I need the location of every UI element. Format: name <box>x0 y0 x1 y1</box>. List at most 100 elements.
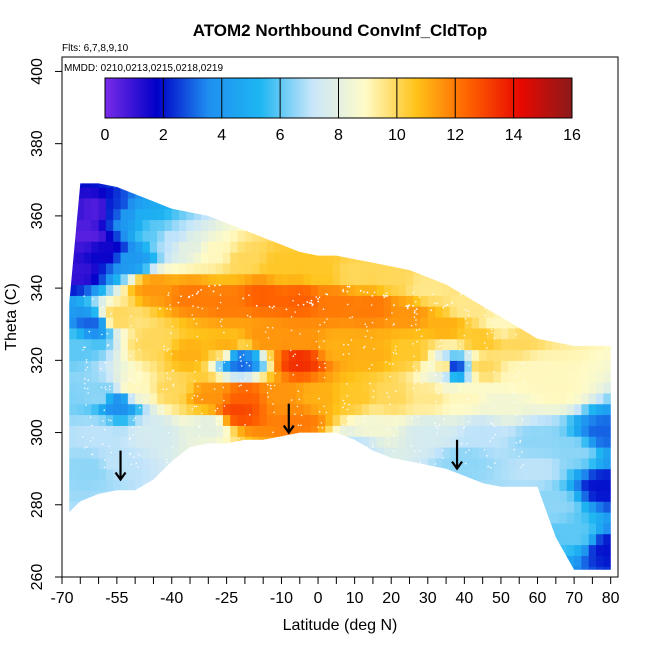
heatmap-cell <box>91 208 100 221</box>
heatmap-cell <box>69 490 70 502</box>
heatmap-cell <box>479 155 487 166</box>
heatmap-cell <box>120 295 129 307</box>
heatmap-cell <box>69 208 70 221</box>
heatmap-cell <box>135 338 144 351</box>
heatmap-cell <box>98 262 107 275</box>
heatmap-cell <box>325 522 334 535</box>
heatmap-cell <box>91 360 100 372</box>
heatmap-cell <box>303 490 312 502</box>
heatmap-cell <box>62 144 70 155</box>
heatmap-cell <box>252 295 261 307</box>
heatmap-cell <box>244 262 253 275</box>
heatmap-cell <box>91 79 99 90</box>
heatmap-cell <box>515 262 524 275</box>
heatmap-cell <box>296 425 305 437</box>
track-dot <box>267 447 270 450</box>
heatmap-cell <box>281 338 290 351</box>
track-dot <box>292 374 295 376</box>
heatmap-cell <box>552 219 561 231</box>
heatmap-cell <box>544 533 553 546</box>
heatmap-cell <box>405 425 414 437</box>
heatmap-cell <box>281 273 290 286</box>
track-dot <box>177 301 180 304</box>
heatmap-cell <box>332 349 341 361</box>
heatmap-cell <box>552 436 561 448</box>
heatmap-cell <box>596 360 604 372</box>
heatmap-cell <box>62 100 70 111</box>
heatmap-cell <box>303 457 312 470</box>
track-dot <box>103 409 106 412</box>
heatmap-cell <box>552 241 561 253</box>
heatmap-cell <box>413 273 422 286</box>
heatmap-cell <box>515 360 524 372</box>
heatmap-cell <box>603 90 611 101</box>
heatmap-cell <box>493 555 502 567</box>
heatmap-cell <box>347 208 356 221</box>
heatmap-cell <box>135 457 144 470</box>
heatmap-cell <box>405 273 414 286</box>
heatmap-cell <box>208 327 217 340</box>
heatmap-cell <box>91 544 100 556</box>
heatmap-cell <box>260 133 268 144</box>
heatmap-cell <box>435 468 444 481</box>
heatmap-cell <box>420 241 429 253</box>
heatmap-cell <box>310 241 319 253</box>
track-dot <box>518 290 520 293</box>
heatmap-cell <box>347 490 356 502</box>
heatmap-cell <box>105 425 114 437</box>
heatmap-cell <box>566 447 575 459</box>
heatmap-cell <box>493 490 502 502</box>
track-dot <box>514 294 516 296</box>
heatmap-cell <box>449 284 458 296</box>
heatmap-cell <box>442 327 451 340</box>
heatmap-cell <box>522 306 531 318</box>
heatmap-cell <box>427 468 436 481</box>
heatmap-cell <box>332 197 341 210</box>
heatmap-cell <box>398 327 407 340</box>
heatmap-cell <box>383 512 392 524</box>
heatmap-cell <box>222 533 231 546</box>
heatmap-cell <box>479 183 487 188</box>
heatmap-cell <box>376 230 385 242</box>
heatmap-cell <box>347 144 355 155</box>
heatmap-cell <box>530 306 539 318</box>
track-dot <box>218 372 221 375</box>
heatmap-cell <box>347 544 356 556</box>
heatmap-cell <box>171 522 180 535</box>
heatmap-cell <box>435 295 444 307</box>
heatmap-cell <box>252 144 260 155</box>
heatmap-cell <box>157 555 166 567</box>
track-dot <box>413 310 416 312</box>
heatmap-cell <box>259 392 268 405</box>
heatmap-cell <box>574 90 582 101</box>
heatmap-cell <box>596 544 604 556</box>
heatmap-cell <box>383 490 392 502</box>
heatmap-cell <box>347 165 355 176</box>
colorbar-tick-label: 0 <box>101 127 110 144</box>
heatmap-cell <box>530 208 539 221</box>
heatmap-cell <box>420 533 429 546</box>
heatmap-cell <box>186 144 194 155</box>
heatmap-cell <box>611 100 619 111</box>
heatmap-cell <box>508 284 517 296</box>
heatmap-cell <box>398 555 407 567</box>
heatmap-cell <box>471 501 480 513</box>
heatmap-cell <box>435 522 444 535</box>
heatmap-cell <box>288 371 297 383</box>
track-dot <box>208 285 211 287</box>
heatmap-cell <box>516 155 524 166</box>
heatmap-cell <box>113 197 122 210</box>
track-dot <box>321 462 324 465</box>
heatmap-cell <box>427 230 436 242</box>
track-dot <box>242 451 244 454</box>
heatmap-cell <box>559 436 568 448</box>
heatmap-cell <box>588 522 597 535</box>
heatmap-cell <box>91 501 100 513</box>
heatmap-cell <box>303 349 312 361</box>
heatmap-cell <box>186 197 195 210</box>
heatmap-cell <box>471 262 480 275</box>
heatmap-cell <box>347 392 356 405</box>
heatmap-cell <box>222 392 231 405</box>
heatmap-cell <box>179 533 187 546</box>
heatmap-cell <box>230 468 239 481</box>
